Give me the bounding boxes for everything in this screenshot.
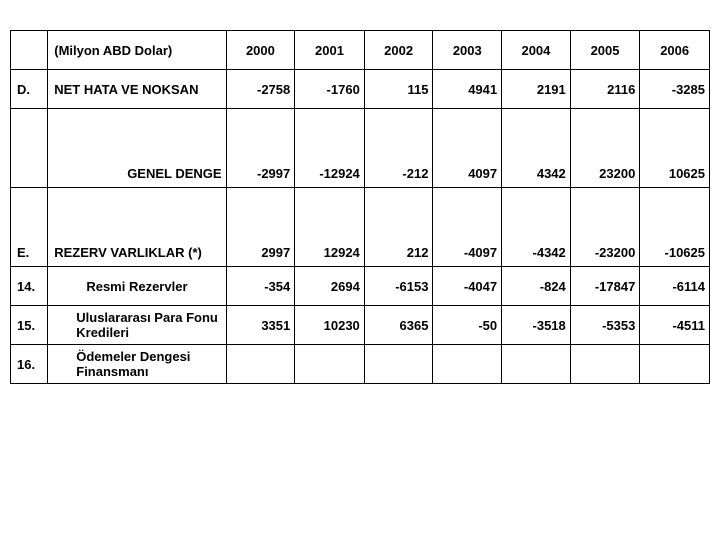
data-cell (640, 345, 710, 384)
row-idx: 14. (11, 267, 48, 306)
row-label: Uluslararası Para Fonu Kredileri (48, 306, 226, 345)
data-cell: 3351 (226, 306, 295, 345)
header-year: 2003 (433, 31, 502, 70)
data-cell (570, 345, 640, 384)
data-cell: -4097 (433, 188, 502, 267)
data-cell: -6114 (640, 267, 710, 306)
data-cell (226, 345, 295, 384)
data-cell: -17847 (570, 267, 640, 306)
header-year: 2001 (295, 31, 365, 70)
row-label: GENEL DENGE (48, 109, 226, 188)
data-cell: -4047 (433, 267, 502, 306)
data-cell: -5353 (570, 306, 640, 345)
header-idx (11, 31, 48, 70)
data-cell (364, 345, 433, 384)
data-cell: -6153 (364, 267, 433, 306)
row-idx: D. (11, 70, 48, 109)
data-cell: 2694 (295, 267, 365, 306)
data-cell: 2116 (570, 70, 640, 109)
data-cell: 4097 (433, 109, 502, 188)
row-label: REZERV VARLIKLAR (*) (48, 188, 226, 267)
balance-table: (Milyon ABD Dolar)2000200120022003200420… (10, 30, 710, 384)
row-idx: 15. (11, 306, 48, 345)
data-cell: 23200 (570, 109, 640, 188)
data-cell: 2997 (226, 188, 295, 267)
data-cell: 6365 (364, 306, 433, 345)
data-cell: 10625 (640, 109, 710, 188)
data-cell (433, 345, 502, 384)
data-cell: 4941 (433, 70, 502, 109)
data-cell: -50 (433, 306, 502, 345)
header-year: 2004 (502, 31, 571, 70)
data-cell (502, 345, 571, 384)
data-cell: -2758 (226, 70, 295, 109)
header-year: 2002 (364, 31, 433, 70)
data-cell: 115 (364, 70, 433, 109)
data-cell: -4342 (502, 188, 571, 267)
data-cell: 4342 (502, 109, 571, 188)
row-idx: E. (11, 188, 48, 267)
data-cell: -12924 (295, 109, 365, 188)
data-cell: 12924 (295, 188, 365, 267)
data-cell (295, 345, 365, 384)
row-label: NET HATA VE NOKSAN (48, 70, 226, 109)
data-cell: -10625 (640, 188, 710, 267)
data-cell: 10230 (295, 306, 365, 345)
row-label: Ödemeler Dengesi Finansmanı (48, 345, 226, 384)
data-cell: -1760 (295, 70, 365, 109)
data-cell: -23200 (570, 188, 640, 267)
data-cell: -2997 (226, 109, 295, 188)
header-label: (Milyon ABD Dolar) (48, 31, 226, 70)
data-cell: -3285 (640, 70, 710, 109)
data-cell: 2191 (502, 70, 571, 109)
data-cell: 212 (364, 188, 433, 267)
data-cell: -3518 (502, 306, 571, 345)
row-label: Resmi Rezervler (48, 267, 226, 306)
header-year: 2005 (570, 31, 640, 70)
data-cell: -4511 (640, 306, 710, 345)
row-idx: 16. (11, 345, 48, 384)
row-idx (11, 109, 48, 188)
header-year: 2000 (226, 31, 295, 70)
data-cell: -212 (364, 109, 433, 188)
data-cell: -354 (226, 267, 295, 306)
data-cell: -824 (502, 267, 571, 306)
header-year: 2006 (640, 31, 710, 70)
